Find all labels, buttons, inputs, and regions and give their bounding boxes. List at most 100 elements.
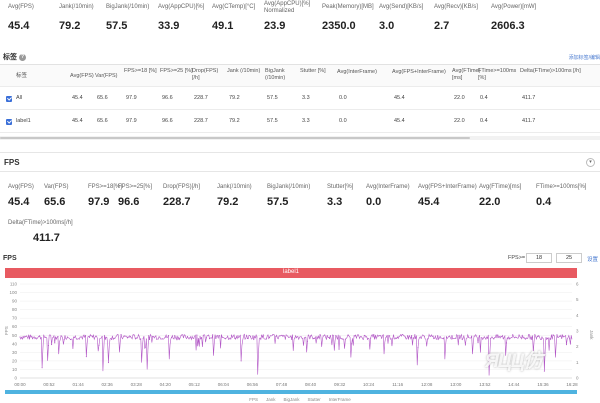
y2-tick-label: 4: [576, 313, 579, 318]
fps-data-point: [553, 334, 555, 337]
table-header-cell[interactable]: Stutter [%]: [300, 68, 326, 74]
fps-data-point: [370, 337, 372, 339]
fps-data-point: [123, 335, 125, 337]
fps-data-point: [63, 338, 65, 340]
x-tick-label: 10:24: [363, 382, 375, 387]
row-checkbox[interactable]: [6, 119, 12, 125]
table-row[interactable]: All 45.4 65.6 97.9 96.6 228.7 79.2 57.5 3.3 0.0 45…: [0, 87, 600, 110]
chart-title: FPS: [3, 255, 17, 262]
table-header-cell[interactable]: 标签: [16, 73, 28, 79]
fps-data-point: [464, 344, 466, 346]
table-cell: 45.4: [72, 118, 83, 124]
fps-data-point: [471, 335, 473, 337]
fps-data-point: [474, 335, 476, 337]
table-cell: 0.4: [480, 118, 488, 124]
table-cell: 65.6: [97, 95, 108, 101]
fps-stat-6: BigJank(/10min) 57.5: [267, 184, 310, 208]
help-icon[interactable]: ?: [19, 53, 26, 61]
fps-data-point: [272, 334, 274, 336]
legend-item-3[interactable]: Stutter: [307, 397, 321, 402]
table-header-cell[interactable]: BigJank (/10min): [265, 68, 286, 81]
y-tick-label: 30: [12, 350, 18, 355]
fps-data-point: [512, 334, 514, 336]
y-tick-label: 40: [12, 341, 18, 346]
fps-data-point: [338, 348, 340, 350]
row-checkbox[interactable]: [6, 96, 12, 102]
table-header-cell[interactable]: Var(FPS): [95, 73, 118, 79]
table-header-cell[interactable]: Avg(FPS+InterFrame): [392, 69, 446, 75]
table-header-cell[interactable]: Jank (/10min): [227, 68, 261, 74]
table-header-cell[interactable]: Drop(FPS) [/h]: [192, 68, 219, 81]
legend-item-1[interactable]: Jank: [265, 397, 276, 402]
fps-data-point: [499, 337, 501, 339]
y2-axis-label: Jank: [589, 330, 594, 340]
fps-stat-12: Delta(FTime)>100ms[/h] 411.7: [8, 220, 73, 244]
top-stat-value: 45.4: [8, 20, 30, 32]
fps-data-point: [38, 335, 40, 337]
x-tick-label: 06:04: [218, 382, 230, 387]
fps-data-point: [420, 337, 422, 339]
fps-stat-label: FTime>=100ms[%]: [536, 184, 587, 190]
top-stat-0: Avg(FPS) 45.4: [8, 4, 34, 32]
x-tick-label: 01:44: [72, 382, 84, 387]
fps-data-point: [521, 334, 523, 337]
table-header-cell[interactable]: FPS>=25 [%]: [160, 68, 193, 74]
table-row[interactable]: label1 45.4 65.6 97.9 96.6 228.7 79.2 57.5 3.3 0.…: [0, 110, 600, 133]
fps-data-point: [79, 336, 81, 338]
y-tick-label: 50: [12, 333, 18, 338]
fps-data-point: [73, 336, 75, 338]
legend-item-2[interactable]: BigJank: [283, 397, 300, 402]
fps-data-point: [556, 334, 558, 336]
table-header-cell[interactable]: Avg(InterFrame): [337, 69, 377, 75]
timeline-range-slider[interactable]: [5, 390, 577, 394]
edit-labels-link[interactable]: 添加标签/编辑: [568, 55, 600, 61]
table-header-cell[interactable]: Avg(FPS): [70, 73, 94, 79]
fps-stat-label: Avg(InterFrame): [366, 184, 410, 190]
table-header-cell[interactable]: FPS>=18 [%]: [124, 68, 157, 74]
fps-filter-apply-link[interactable]: 设置: [587, 257, 599, 263]
table-cell: 228.7: [194, 95, 208, 101]
x-tick-label: 04:20: [160, 382, 172, 387]
fps-data-point: [246, 337, 248, 340]
table-cell: 45.4: [72, 95, 83, 101]
fps-data-point: [569, 338, 571, 340]
table-header-cell[interactable]: Avg(FTime) [ms]: [452, 68, 481, 81]
label1-timeline-bar[interactable]: label1: [5, 268, 577, 278]
fps-data-point: [363, 334, 365, 336]
legend-item-0[interactable]: FPS: [249, 397, 258, 402]
fps-data-point: [294, 337, 296, 339]
top-stat-value: 3.0: [379, 20, 395, 32]
scrollbar-thumb[interactable]: [0, 137, 470, 139]
fps-data-point: [136, 337, 138, 339]
top-stat-value: 2606.3: [491, 20, 525, 32]
fps-line-chart[interactable]: 0 10 20 30 40 50 60 70 80 90 100 110 0 1 2 3 4 5 6 FPS Jank 0…: [0, 280, 600, 390]
y-tick-label: 70: [12, 316, 18, 321]
collapse-chevron-icon[interactable]: ▾: [586, 158, 595, 167]
fps-data-point: [449, 335, 451, 337]
table-header-cell[interactable]: Delta(FTime)>100ms [/h]: [520, 68, 581, 74]
legend-item-4[interactable]: InterFrame: [328, 397, 351, 402]
table-horizontal-scrollbar[interactable]: [0, 136, 600, 140]
fps-data-point: [445, 336, 447, 338]
fps-stat-value: 0.4: [536, 196, 552, 208]
fps-data-point: [524, 338, 526, 340]
fps-data-point: [385, 336, 387, 338]
y-tick-label: 90: [12, 299, 18, 304]
fps-data-point: [69, 338, 72, 341]
fps-stat-label: FPS>=18[%]: [88, 184, 123, 190]
fps-data-point: [439, 335, 441, 338]
fps-data-point: [502, 338, 504, 340]
fps-threshold-input-1[interactable]: 18: [526, 253, 552, 263]
fps-data-point: [401, 333, 403, 336]
fps-data-point: [237, 335, 239, 337]
top-stat-label: BigJank(/10min): [106, 4, 150, 10]
fps-stat-label: FPS>=25[%]: [118, 184, 153, 190]
fps-data-point: [142, 337, 144, 339]
watermark-logo: ЯЦЦ仿: [485, 351, 543, 372]
fps-data-point: [559, 335, 561, 338]
fps-threshold-input-2[interactable]: 25: [556, 253, 582, 263]
table-cell: 228.7: [194, 118, 208, 124]
fps-data-point: [433, 338, 435, 340]
table-header-cell[interactable]: FTime>=100ms [%]: [478, 68, 517, 81]
table-cell: 97.9: [126, 95, 137, 101]
